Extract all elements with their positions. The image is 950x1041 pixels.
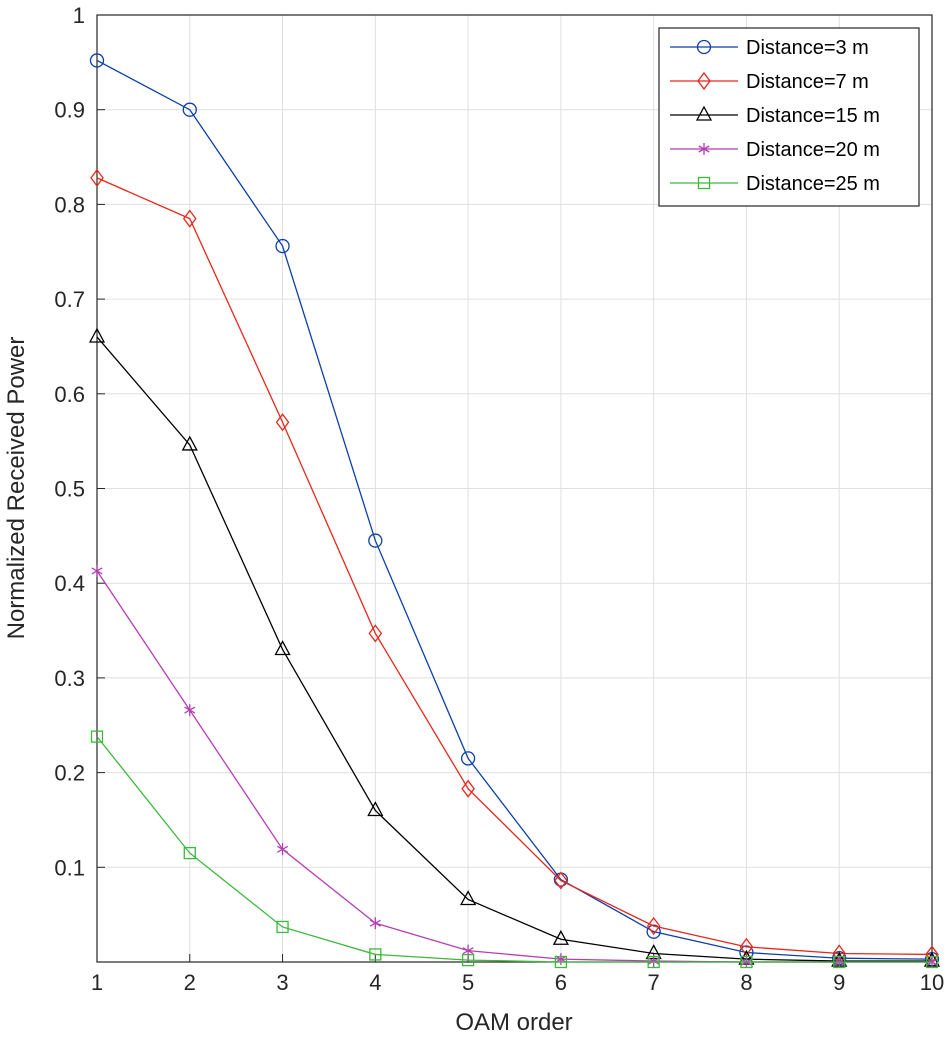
x-tick-label: 10: [920, 970, 944, 995]
legend-label: Distance=25 m: [746, 173, 880, 195]
x-tick-label: 1: [91, 970, 103, 995]
data-point: [91, 564, 103, 577]
x-tick-label: 2: [184, 970, 196, 995]
y-tick-label: 0.8: [54, 192, 85, 217]
data-point: [181, 435, 198, 451]
series-line: [96, 59, 933, 960]
legend-item: Distance=20 m: [670, 139, 880, 161]
data-point: [554, 871, 568, 890]
legend-label: Distance=7 m: [746, 71, 869, 93]
y-tick-label: 0.1: [54, 855, 85, 880]
data-point: [275, 238, 290, 254]
legend-label: Distance=20 m: [746, 139, 880, 161]
x-tick-label: 9: [833, 970, 845, 995]
data-point: [552, 929, 569, 945]
x-tick-label: 4: [369, 970, 381, 995]
legend-items: Distance=3 m Distance=7 m Distance=15 m Dis…: [670, 37, 880, 195]
data-point: [368, 624, 383, 643]
series-line: [96, 177, 933, 956]
data-point: [833, 955, 846, 969]
series-layer: [88, 53, 941, 969]
y-tick-label: 0.9: [54, 98, 85, 123]
data-point: [90, 168, 104, 187]
series-line: [96, 336, 932, 962]
legend: Distance=3 m Distance=7 m Distance=15 m Dis…: [658, 27, 920, 207]
data-point: [369, 917, 381, 930]
x-tick-label: 7: [648, 970, 660, 995]
y-grid: [97, 109, 932, 868]
legend-marker: [695, 105, 713, 121]
data-point: [369, 948, 382, 961]
y-tick-label: 0.7: [54, 287, 85, 312]
legend-box: [658, 27, 920, 207]
legend-marker: [698, 143, 710, 155]
y-tick-label: 1: [73, 3, 85, 28]
data-point: [460, 751, 476, 766]
y-tick-label: 0.5: [54, 477, 85, 502]
data-point: [367, 801, 384, 817]
x-tick-labels: 1 2 3 4 5 6 7 8 9 10: [91, 954, 944, 995]
data-point: [184, 704, 196, 717]
y-tick-label: 0.3: [54, 666, 85, 691]
legend-marker: [696, 39, 712, 55]
series-line: [96, 736, 932, 963]
legend-item: Distance=3 m: [670, 37, 869, 59]
legend-marker: [697, 176, 711, 190]
data-point: [89, 53, 105, 68]
data-point: [182, 209, 197, 228]
data-point: [739, 937, 754, 956]
legend-label: Distance=3 m: [746, 37, 869, 59]
y-tick-label: 0.6: [54, 382, 85, 407]
data-point: [461, 779, 475, 798]
data-point: [277, 843, 289, 856]
data-point: [646, 916, 661, 936]
x-tick-label: 3: [276, 970, 288, 995]
data-point: [88, 327, 106, 343]
y-tick-labels: 0.1 0.2 0.3 0.4 0.5 0.6 0.7 0.8 0.9 1: [54, 3, 105, 880]
legend-item: Distance=7 m: [670, 71, 869, 93]
data-point: [460, 890, 477, 906]
x-tick-label: 6: [555, 970, 567, 995]
data-point: [554, 955, 568, 969]
data-point: [182, 102, 197, 117]
legend-item: Distance=25 m: [670, 173, 880, 195]
data-point: [276, 920, 289, 934]
data-point: [740, 955, 753, 969]
legend-label: Distance=15 m: [746, 105, 880, 127]
data-point: [274, 640, 291, 656]
data-point: [183, 846, 196, 860]
legend-item: Distance=15 m: [670, 105, 880, 127]
data-point: [555, 953, 567, 966]
data-point: [647, 955, 660, 969]
y-axis-label: Normalized Received Power: [3, 337, 30, 640]
data-point: [368, 533, 383, 548]
x-axis-label: OAM order: [455, 1009, 572, 1036]
y-tick-label: 0.2: [54, 761, 85, 786]
y-tick-label: 0.4: [54, 571, 85, 596]
data-point: [925, 955, 939, 969]
data-point: [275, 413, 290, 432]
x-tick-label: 5: [462, 970, 474, 995]
data-point: [461, 953, 475, 967]
series-distance-25-m: [90, 730, 939, 969]
legend-marker: [697, 71, 711, 91]
data-point: [90, 730, 104, 743]
x-tick-label: 8: [740, 970, 752, 995]
data-point: [646, 924, 661, 939]
